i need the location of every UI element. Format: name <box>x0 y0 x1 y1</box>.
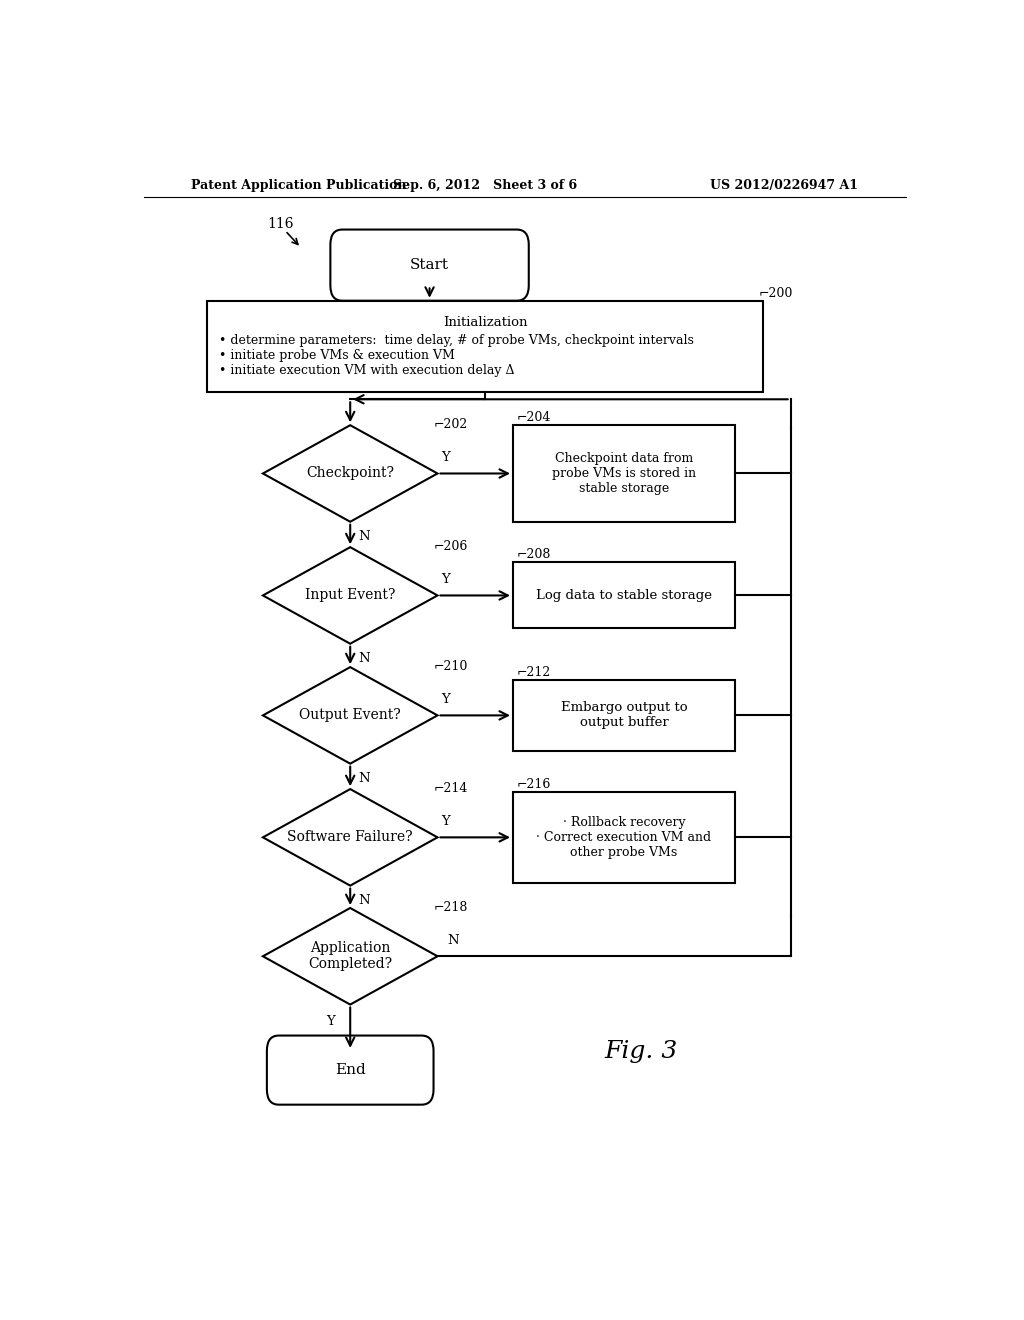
FancyBboxPatch shape <box>267 1036 433 1105</box>
Text: US 2012/0226947 A1: US 2012/0226947 A1 <box>710 180 858 193</box>
Text: ⌐204: ⌐204 <box>517 411 551 424</box>
Text: N: N <box>358 652 370 665</box>
Text: Output Event?: Output Event? <box>299 709 401 722</box>
Text: Application
Completed?: Application Completed? <box>308 941 392 972</box>
Text: Y: Y <box>327 1015 335 1028</box>
Text: Y: Y <box>441 816 451 828</box>
Text: 116: 116 <box>267 216 294 231</box>
Text: Checkpoint?: Checkpoint? <box>306 466 394 480</box>
Text: Input Event?: Input Event? <box>305 589 395 602</box>
Text: ⌐208: ⌐208 <box>517 548 551 561</box>
Text: Y: Y <box>441 693 451 706</box>
Text: Y: Y <box>441 573 451 586</box>
Text: ⌐210: ⌐210 <box>433 660 468 673</box>
Text: Start: Start <box>410 259 450 272</box>
Text: ⌐212: ⌐212 <box>517 665 551 678</box>
Polygon shape <box>263 789 437 886</box>
Text: Initialization: Initialization <box>442 315 527 329</box>
Text: Log data to stable storage: Log data to stable storage <box>536 589 712 602</box>
Text: ⌐202: ⌐202 <box>433 418 468 432</box>
Text: · Rollback recovery
· Correct execution VM and
other probe VMs: · Rollback recovery · Correct execution … <box>537 816 712 859</box>
Text: ⌐206: ⌐206 <box>433 540 468 553</box>
FancyBboxPatch shape <box>207 301 763 392</box>
FancyBboxPatch shape <box>513 792 735 883</box>
Polygon shape <box>263 908 437 1005</box>
Polygon shape <box>263 425 437 521</box>
Polygon shape <box>263 667 437 764</box>
FancyBboxPatch shape <box>331 230 528 301</box>
Text: ⌐200: ⌐200 <box>759 286 794 300</box>
Text: ⌐216: ⌐216 <box>517 777 551 791</box>
Text: N: N <box>358 894 370 907</box>
Text: N: N <box>447 935 459 946</box>
Text: Y: Y <box>441 451 451 465</box>
Text: Sep. 6, 2012   Sheet 3 of 6: Sep. 6, 2012 Sheet 3 of 6 <box>393 180 578 193</box>
FancyBboxPatch shape <box>513 562 735 628</box>
Text: Embargo output to
output buffer: Embargo output to output buffer <box>561 701 687 730</box>
Text: End: End <box>335 1063 366 1077</box>
Text: Software Failure?: Software Failure? <box>288 830 413 845</box>
Text: Patent Application Publication: Patent Application Publication <box>191 180 407 193</box>
Text: ⌐218: ⌐218 <box>433 902 468 913</box>
Text: N: N <box>358 772 370 785</box>
FancyBboxPatch shape <box>513 680 735 751</box>
Text: Fig. 3: Fig. 3 <box>604 1040 678 1063</box>
Text: N: N <box>358 531 370 543</box>
Text: Checkpoint data from
probe VMs is stored in
stable storage: Checkpoint data from probe VMs is stored… <box>552 451 696 495</box>
Text: • determine parameters:  time delay, # of probe VMs, checkpoint intervals
• init: • determine parameters: time delay, # of… <box>219 334 694 378</box>
Text: ⌐214: ⌐214 <box>433 783 468 795</box>
FancyBboxPatch shape <box>513 425 735 521</box>
Polygon shape <box>263 548 437 644</box>
